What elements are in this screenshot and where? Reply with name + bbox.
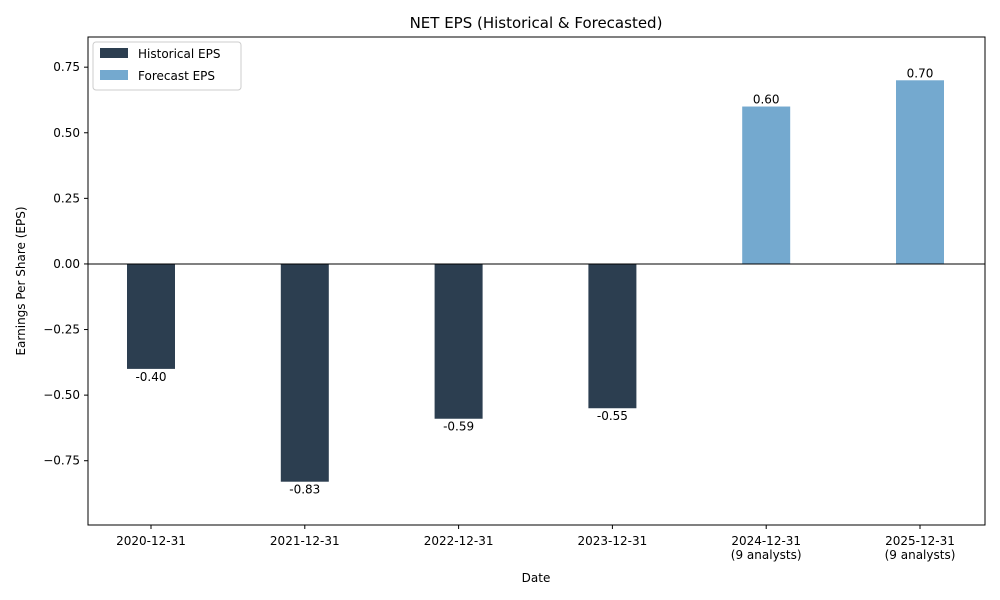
y-tick-label: −0.25 (43, 323, 80, 337)
bar (896, 80, 944, 264)
x-axis-label: Date (522, 571, 551, 585)
bar (742, 106, 791, 264)
data-label: 0.60 (753, 93, 780, 107)
data-label: -0.40 (135, 370, 166, 384)
legend: Historical EPS Forecast EPS (92, 41, 242, 91)
chart-title: NET EPS (Historical & Forecasted) (410, 14, 663, 32)
bar (280, 263, 329, 482)
y-tick-label: 0.75 (53, 60, 80, 74)
x-tick-label: 2023-12-31 (578, 534, 648, 548)
x-tick-label: 2025-12-31 (9 analysts) (885, 534, 956, 562)
x-tick-label: 2022-12-31 (424, 534, 494, 548)
data-label: 0.70 (907, 66, 934, 80)
y-tick-label: 0.50 (53, 126, 80, 140)
y-tick-label: −0.75 (43, 454, 80, 468)
legend-swatch (100, 48, 128, 58)
legend-label: Historical EPS (138, 47, 220, 61)
data-label: -0.55 (597, 409, 628, 423)
y-tick-label: 0.25 (53, 191, 80, 205)
x-tick-label: 2020-12-31 (116, 534, 186, 548)
bar (588, 263, 637, 409)
legend-swatch (100, 70, 128, 80)
data-label: -0.59 (443, 420, 474, 434)
y-axis: −0.75 −0.50 −0.25 0.00 0.25 0.50 0.75 (43, 60, 88, 468)
legend-label: Forecast EPS (138, 69, 215, 83)
y-tick-label: −0.50 (43, 388, 80, 402)
y-axis-label: Earnings Per Share (EPS) (14, 206, 28, 355)
y-tick-label: 0.00 (53, 257, 80, 271)
legend-box (92, 41, 242, 91)
data-label: -0.83 (289, 483, 320, 497)
x-axis: 2020-12-31 2021-12-31 2022-12-31 2023-12-31… (116, 525, 955, 562)
x-tick-label: 2021-12-31 (270, 534, 340, 548)
plot-area: -0.40 -0.83 -0.59 -0.55 0.60 0.70 (88, 66, 985, 497)
x-tick-label: 2024-12-31 (9 analysts) (731, 534, 802, 562)
plot-frame (87, 36, 986, 526)
bar (127, 263, 175, 369)
bar (434, 263, 483, 419)
